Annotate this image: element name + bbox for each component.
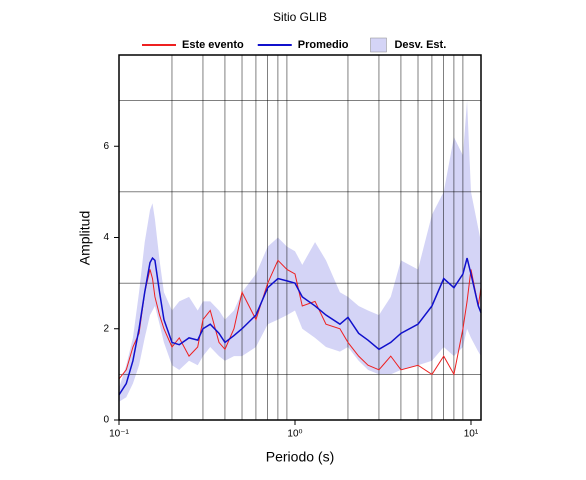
x-tick-label: 10⁻¹	[109, 429, 129, 440]
legend-label: Este evento	[182, 39, 244, 51]
x-tick-label: 10¹	[464, 429, 479, 440]
std-band	[119, 100, 481, 402]
x-axis-label: Periodo (s)	[266, 449, 334, 465]
legend-label: Promedio	[298, 39, 349, 51]
y-tick-label: 2	[103, 323, 109, 334]
y-axis-label: Amplitud	[77, 211, 93, 265]
y-tick-label: 0	[103, 415, 109, 426]
y-tick-label: 6	[103, 141, 109, 152]
series-line	[118, 256, 482, 396]
legend-swatch	[370, 37, 387, 53]
y-tick-label: 4	[103, 232, 109, 243]
series-line	[118, 259, 482, 380]
x-tick-label: 10⁰	[287, 429, 302, 440]
chart-title: Sitio GLIB	[273, 10, 327, 24]
plot-frame	[118, 54, 482, 421]
legend-label: Desv. Est.	[394, 39, 446, 51]
